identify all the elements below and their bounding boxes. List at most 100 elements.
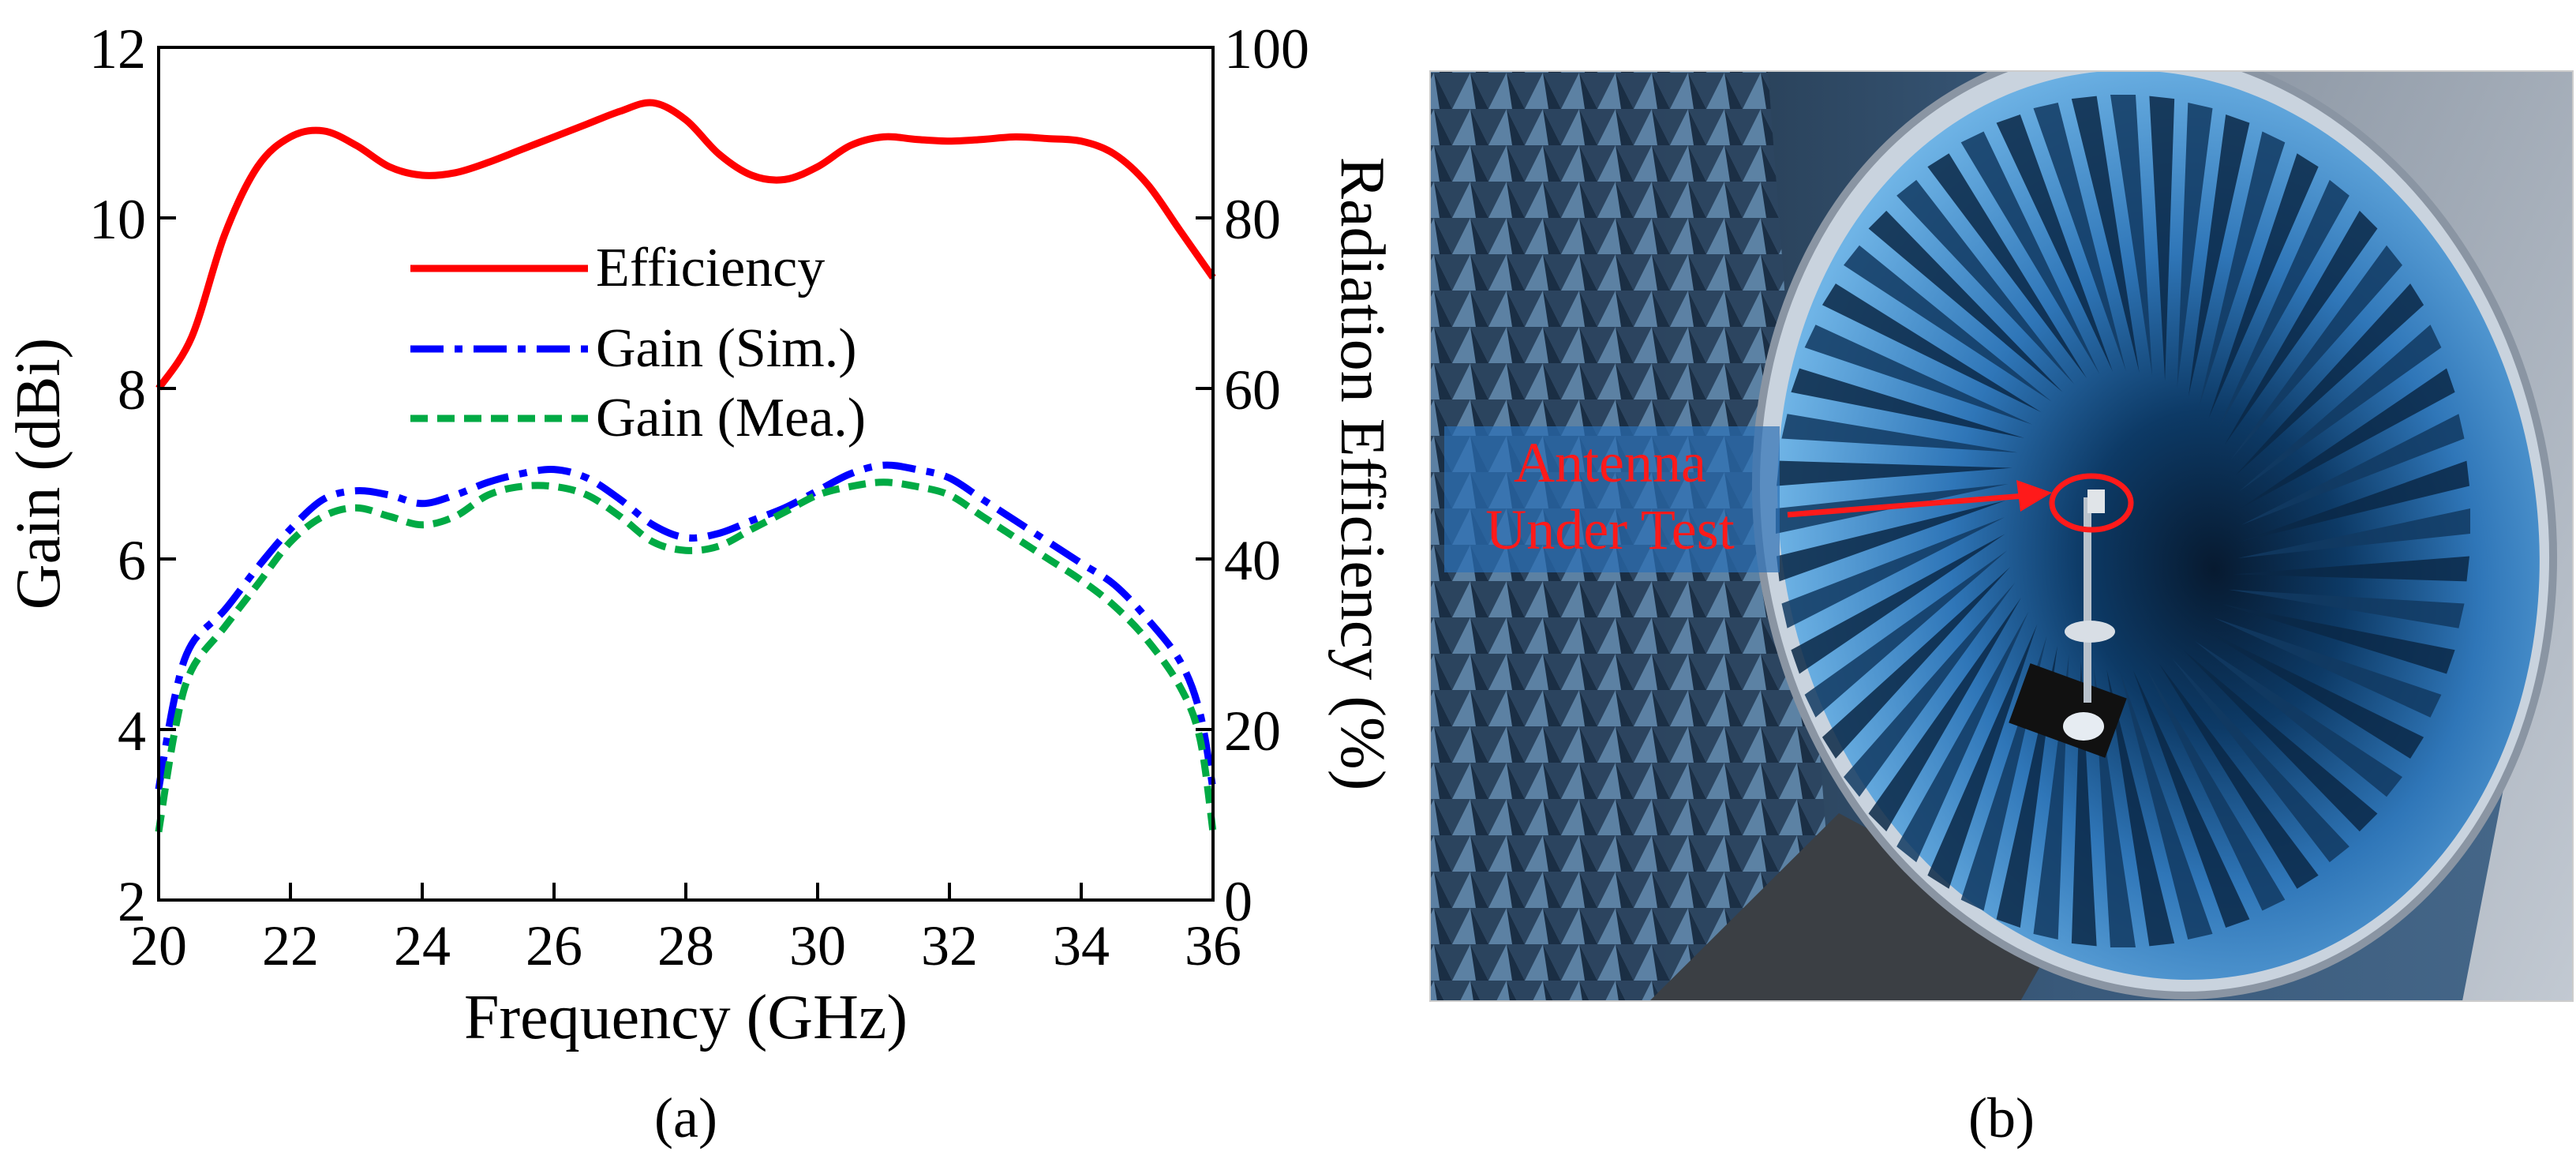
y-right-tick-label: 0 bbox=[1224, 870, 1252, 933]
absorber-spike bbox=[1804, 550, 2007, 718]
legend-label-gain-sim: Gain (Sim.) bbox=[596, 318, 857, 379]
absorber-spike bbox=[1896, 611, 2029, 863]
absorber-spike bbox=[2217, 179, 2349, 431]
x-tick-label: 28 bbox=[657, 914, 714, 977]
absorber-spike bbox=[2230, 245, 2402, 459]
absorber-spike bbox=[1822, 283, 2042, 413]
y-left-tick-label: 12 bbox=[89, 17, 146, 81]
panel-label-b: (b) bbox=[1968, 1086, 2035, 1150]
absorber-spikes bbox=[1776, 95, 2470, 947]
absorber-spike bbox=[1776, 500, 2006, 582]
y-left-tick-label: 8 bbox=[118, 358, 146, 422]
plot-frame bbox=[157, 46, 1215, 902]
absorber-spike bbox=[1844, 245, 2052, 402]
absorber-spike bbox=[2171, 658, 2349, 863]
absorber-spike bbox=[2071, 661, 2097, 947]
absorber-spike bbox=[1896, 179, 2075, 384]
annotation-line-2: Under Test bbox=[1485, 498, 1735, 561]
absorber-spike bbox=[2225, 210, 2378, 445]
series-line-gain-sim bbox=[155, 461, 1217, 790]
absorber-spike bbox=[2233, 556, 2470, 582]
absorber-spike bbox=[2033, 102, 2126, 372]
absorber-spike bbox=[2228, 589, 2465, 628]
absorber-spike bbox=[1781, 517, 2005, 628]
floor-panel bbox=[1649, 813, 2060, 1001]
absorber-spike bbox=[2239, 324, 2442, 492]
x-tick-label: 20 bbox=[130, 914, 187, 977]
absorber-spike bbox=[1822, 567, 2011, 759]
series-group bbox=[155, 99, 1217, 833]
anechoic-chamber-photo: Antenna Under Test (b) bbox=[1429, 70, 2574, 1150]
absorber-spike bbox=[1868, 210, 2063, 392]
absorber-spike bbox=[2188, 114, 2250, 396]
absorber-spike bbox=[2071, 96, 2140, 373]
absorber-spike bbox=[2235, 283, 2424, 475]
absorber-spike bbox=[1927, 153, 2087, 379]
y-right-tick-label: 40 bbox=[1224, 529, 1281, 592]
photo-frame bbox=[1429, 70, 2574, 1002]
annotation-box bbox=[1444, 426, 1780, 572]
x-tick-label: 24 bbox=[394, 914, 451, 977]
x-tick-label: 26 bbox=[526, 914, 582, 977]
absorber-spike bbox=[1960, 131, 2100, 374]
absorber-spike bbox=[2110, 95, 2153, 376]
absorber-spike bbox=[2221, 604, 2455, 674]
y-left-tick-label: 4 bbox=[118, 700, 146, 763]
absorber-spike bbox=[2199, 131, 2286, 407]
x-tick-label: 36 bbox=[1185, 914, 1241, 977]
antenna-mount bbox=[2009, 489, 2127, 758]
panel-label-a: (a) bbox=[654, 1086, 717, 1150]
absorber-spike bbox=[1791, 368, 2025, 438]
absorber-spike bbox=[1868, 597, 2021, 832]
y-right-tick-label: 100 bbox=[1224, 17, 1309, 81]
absorber-spike bbox=[1791, 534, 2005, 674]
absorber-spike bbox=[2241, 414, 2465, 525]
absorber-spike bbox=[2194, 640, 2402, 797]
x-axis-label: Frequency (GHz) bbox=[464, 983, 908, 1052]
series-line-gain-mea bbox=[155, 478, 1217, 833]
y-axis-label-left: Gain (dBi) bbox=[4, 338, 73, 610]
absorber-spike bbox=[1781, 414, 2018, 453]
absorber-spike bbox=[2213, 617, 2442, 718]
absorber-spike bbox=[2204, 629, 2424, 759]
absorber-spike bbox=[2240, 460, 2470, 542]
y-left-tick-label: 2 bbox=[118, 870, 146, 933]
y-right-tick-label: 20 bbox=[1224, 700, 1281, 763]
absorber-spike bbox=[2106, 670, 2175, 947]
absorber-spike bbox=[2183, 650, 2378, 832]
absorber-spike bbox=[1844, 583, 2016, 797]
absorber-spike bbox=[2146, 668, 2286, 911]
absorber-spike bbox=[1996, 114, 2114, 372]
annotation-line-1: Antenna bbox=[1514, 431, 1706, 494]
absorber-spike bbox=[2241, 368, 2455, 508]
x-tick-label: 30 bbox=[789, 914, 846, 977]
y-right-tick-label: 60 bbox=[1224, 358, 1281, 422]
absorber-spike bbox=[2120, 670, 2213, 940]
x-tick-label: 22 bbox=[262, 914, 319, 977]
absorber-spike bbox=[1776, 460, 2012, 486]
absorber-spike bbox=[1804, 324, 2033, 425]
x-tick-label: 32 bbox=[921, 914, 978, 977]
y-right-tick-label: 80 bbox=[1224, 188, 1281, 251]
y-left-tick-label: 6 bbox=[118, 529, 146, 592]
absorber-spike bbox=[2177, 102, 2213, 388]
y-axis-label-right: Radiation Efficiency (%) bbox=[1327, 157, 1397, 791]
x-tick-label: 34 bbox=[1053, 914, 1110, 977]
legend-label-gain-mea: Gain (Mea.) bbox=[596, 388, 866, 448]
absorber-spike bbox=[2208, 153, 2319, 418]
absorber-spike bbox=[2132, 670, 2250, 928]
annotation-circle bbox=[2049, 473, 2134, 533]
absorber-spike bbox=[1927, 624, 2038, 889]
annotation-arrow-head bbox=[2016, 480, 2052, 512]
legend-label-efficiency: Efficiency bbox=[596, 238, 825, 298]
absorber-spike bbox=[2149, 96, 2175, 381]
legend: Efficiency Gain (Sim.) Gain (Mea.) bbox=[410, 238, 866, 448]
y-left-tick-label: 10 bbox=[89, 188, 146, 251]
absorber-spike bbox=[2237, 508, 2470, 559]
absorber-spike bbox=[2159, 663, 2319, 889]
annotation-arrow-shaft bbox=[1787, 493, 2025, 518]
series-line-efficiency bbox=[155, 99, 1216, 391]
